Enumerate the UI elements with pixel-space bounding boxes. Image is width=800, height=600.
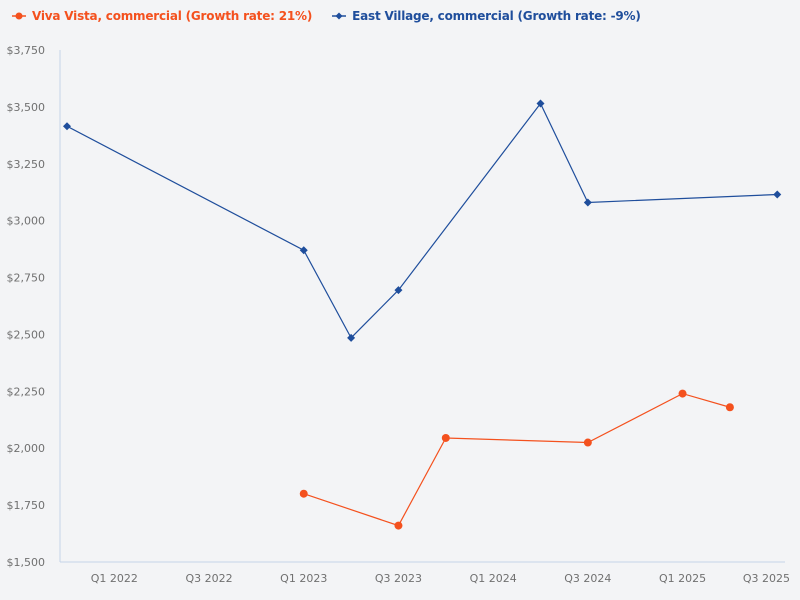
x-axis: Q1 2022 Q3 2022 Q1 2023 Q3 2023 Q1 2024 Q3 20…: [60, 561, 790, 585]
x-tick-label: Q3 2024: [564, 572, 611, 585]
legend-item-east-village[interactable]: East Village, commercial (Growth rate: -…: [332, 9, 641, 23]
y-tick-label: $3,750: [7, 44, 46, 57]
y-tick-label: $2,000: [7, 442, 46, 455]
x-tick-label: Q1 2024: [470, 572, 517, 585]
y-tick-label: $3,500: [7, 101, 46, 114]
legend-label-east-village: East Village, commercial (Growth rate: -…: [352, 9, 641, 23]
circle-marker-icon: [12, 12, 26, 20]
x-tick-label: Q1 2023: [280, 572, 327, 585]
y-tick-label: $2,250: [7, 385, 46, 398]
y-tick-label: $1,500: [7, 556, 46, 569]
data-point-marker[interactable]: [725, 403, 734, 412]
y-tick-label: $3,000: [7, 215, 46, 228]
series-viva-vista: [299, 389, 734, 530]
y-tick-label: $2,500: [7, 328, 46, 341]
legend-label-viva-vista: Viva Vista, commercial (Growth rate: 21%…: [32, 9, 313, 23]
y-tick-label: $2,750: [7, 272, 46, 285]
x-tick-label: Q3 2023: [375, 572, 422, 585]
y-tick-label: $3,250: [7, 158, 46, 171]
series-east-village: [63, 99, 782, 342]
y-tick-label: $1,750: [7, 499, 46, 512]
data-point-marker[interactable]: [536, 99, 545, 108]
y-axis: $1,500 $1,750 $2,000 $2,250 $2,500 $2,750 $3,0…: [7, 44, 61, 569]
data-point-marker[interactable]: [583, 438, 592, 447]
x-tick-label: Q1 2022: [91, 572, 138, 585]
x-tick-label: Q3 2025: [743, 572, 790, 585]
chart-legend: Viva Vista, commercial (Growth rate: 21%…: [12, 9, 641, 23]
data-point-marker[interactable]: [299, 246, 308, 255]
diamond-marker-icon: [332, 12, 347, 20]
data-point-marker[interactable]: [773, 190, 782, 199]
x-tick-label: Q3 2022: [185, 572, 232, 585]
legend-item-viva-vista[interactable]: Viva Vista, commercial (Growth rate: 21%…: [12, 9, 312, 23]
data-point-marker[interactable]: [583, 198, 592, 207]
data-point-marker[interactable]: [678, 389, 687, 398]
data-point-marker[interactable]: [394, 286, 403, 295]
data-point-marker[interactable]: [394, 521, 403, 530]
data-point-marker[interactable]: [441, 433, 450, 442]
series-layer: [63, 99, 782, 530]
x-tick-label: Q1 2025: [659, 572, 706, 585]
data-point-marker[interactable]: [347, 333, 356, 342]
data-point-marker[interactable]: [63, 122, 71, 131]
data-point-marker[interactable]: [299, 489, 308, 498]
